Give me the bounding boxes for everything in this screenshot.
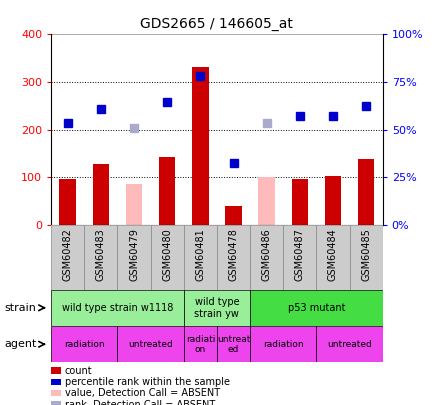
- Bar: [117, 225, 150, 290]
- Text: radiation: radiation: [64, 340, 105, 349]
- Text: value, Detection Call = ABSENT: value, Detection Call = ABSENT: [65, 388, 220, 398]
- Text: p53 mutant: p53 mutant: [287, 303, 345, 313]
- Bar: [51, 225, 84, 290]
- Text: untreated: untreated: [128, 340, 173, 349]
- Text: count: count: [65, 366, 92, 375]
- Bar: [93, 164, 109, 225]
- Title: GDS2665 / 146605_at: GDS2665 / 146605_at: [141, 17, 293, 31]
- Text: GSM60480: GSM60480: [162, 228, 172, 281]
- Bar: [358, 159, 374, 225]
- Text: percentile rank within the sample: percentile rank within the sample: [65, 377, 230, 387]
- Bar: [250, 326, 316, 362]
- Bar: [250, 290, 383, 326]
- Bar: [316, 225, 350, 290]
- Bar: [325, 176, 341, 225]
- Bar: [117, 326, 184, 362]
- Bar: [283, 225, 316, 290]
- Text: rank, Detection Call = ABSENT: rank, Detection Call = ABSENT: [65, 400, 215, 405]
- Bar: [184, 326, 217, 362]
- Bar: [51, 367, 61, 374]
- Bar: [225, 206, 242, 225]
- Text: GSM60484: GSM60484: [328, 228, 338, 281]
- Bar: [217, 326, 250, 362]
- Text: wild type
strain yw: wild type strain yw: [194, 297, 239, 319]
- Bar: [192, 67, 209, 225]
- Bar: [150, 225, 184, 290]
- Bar: [184, 290, 250, 326]
- Text: radiati
on: radiati on: [186, 335, 215, 354]
- Text: untreated: untreated: [327, 340, 372, 349]
- Bar: [51, 401, 61, 405]
- Bar: [51, 326, 117, 362]
- Bar: [126, 184, 142, 225]
- Text: GSM60478: GSM60478: [229, 228, 239, 281]
- Bar: [316, 326, 383, 362]
- Bar: [85, 225, 117, 290]
- Bar: [217, 225, 250, 290]
- Text: GSM60481: GSM60481: [195, 228, 205, 281]
- Text: agent: agent: [4, 339, 37, 349]
- Text: GSM60479: GSM60479: [129, 228, 139, 281]
- Text: GSM60487: GSM60487: [295, 228, 305, 281]
- Text: GSM60486: GSM60486: [262, 228, 271, 281]
- Text: GSM60485: GSM60485: [361, 228, 371, 281]
- Text: GSM60483: GSM60483: [96, 228, 106, 281]
- Bar: [250, 225, 283, 290]
- Bar: [350, 225, 383, 290]
- Text: wild type strain w1118: wild type strain w1118: [62, 303, 173, 313]
- Text: untreat
ed: untreat ed: [217, 335, 250, 354]
- Text: strain: strain: [4, 303, 36, 313]
- Bar: [159, 157, 175, 225]
- Bar: [259, 177, 275, 225]
- Bar: [51, 379, 61, 385]
- Text: GSM60482: GSM60482: [63, 228, 73, 281]
- Bar: [184, 225, 217, 290]
- Bar: [51, 390, 61, 396]
- Bar: [291, 179, 308, 225]
- Bar: [51, 290, 184, 326]
- Text: radiation: radiation: [263, 340, 303, 349]
- Bar: [60, 179, 76, 225]
